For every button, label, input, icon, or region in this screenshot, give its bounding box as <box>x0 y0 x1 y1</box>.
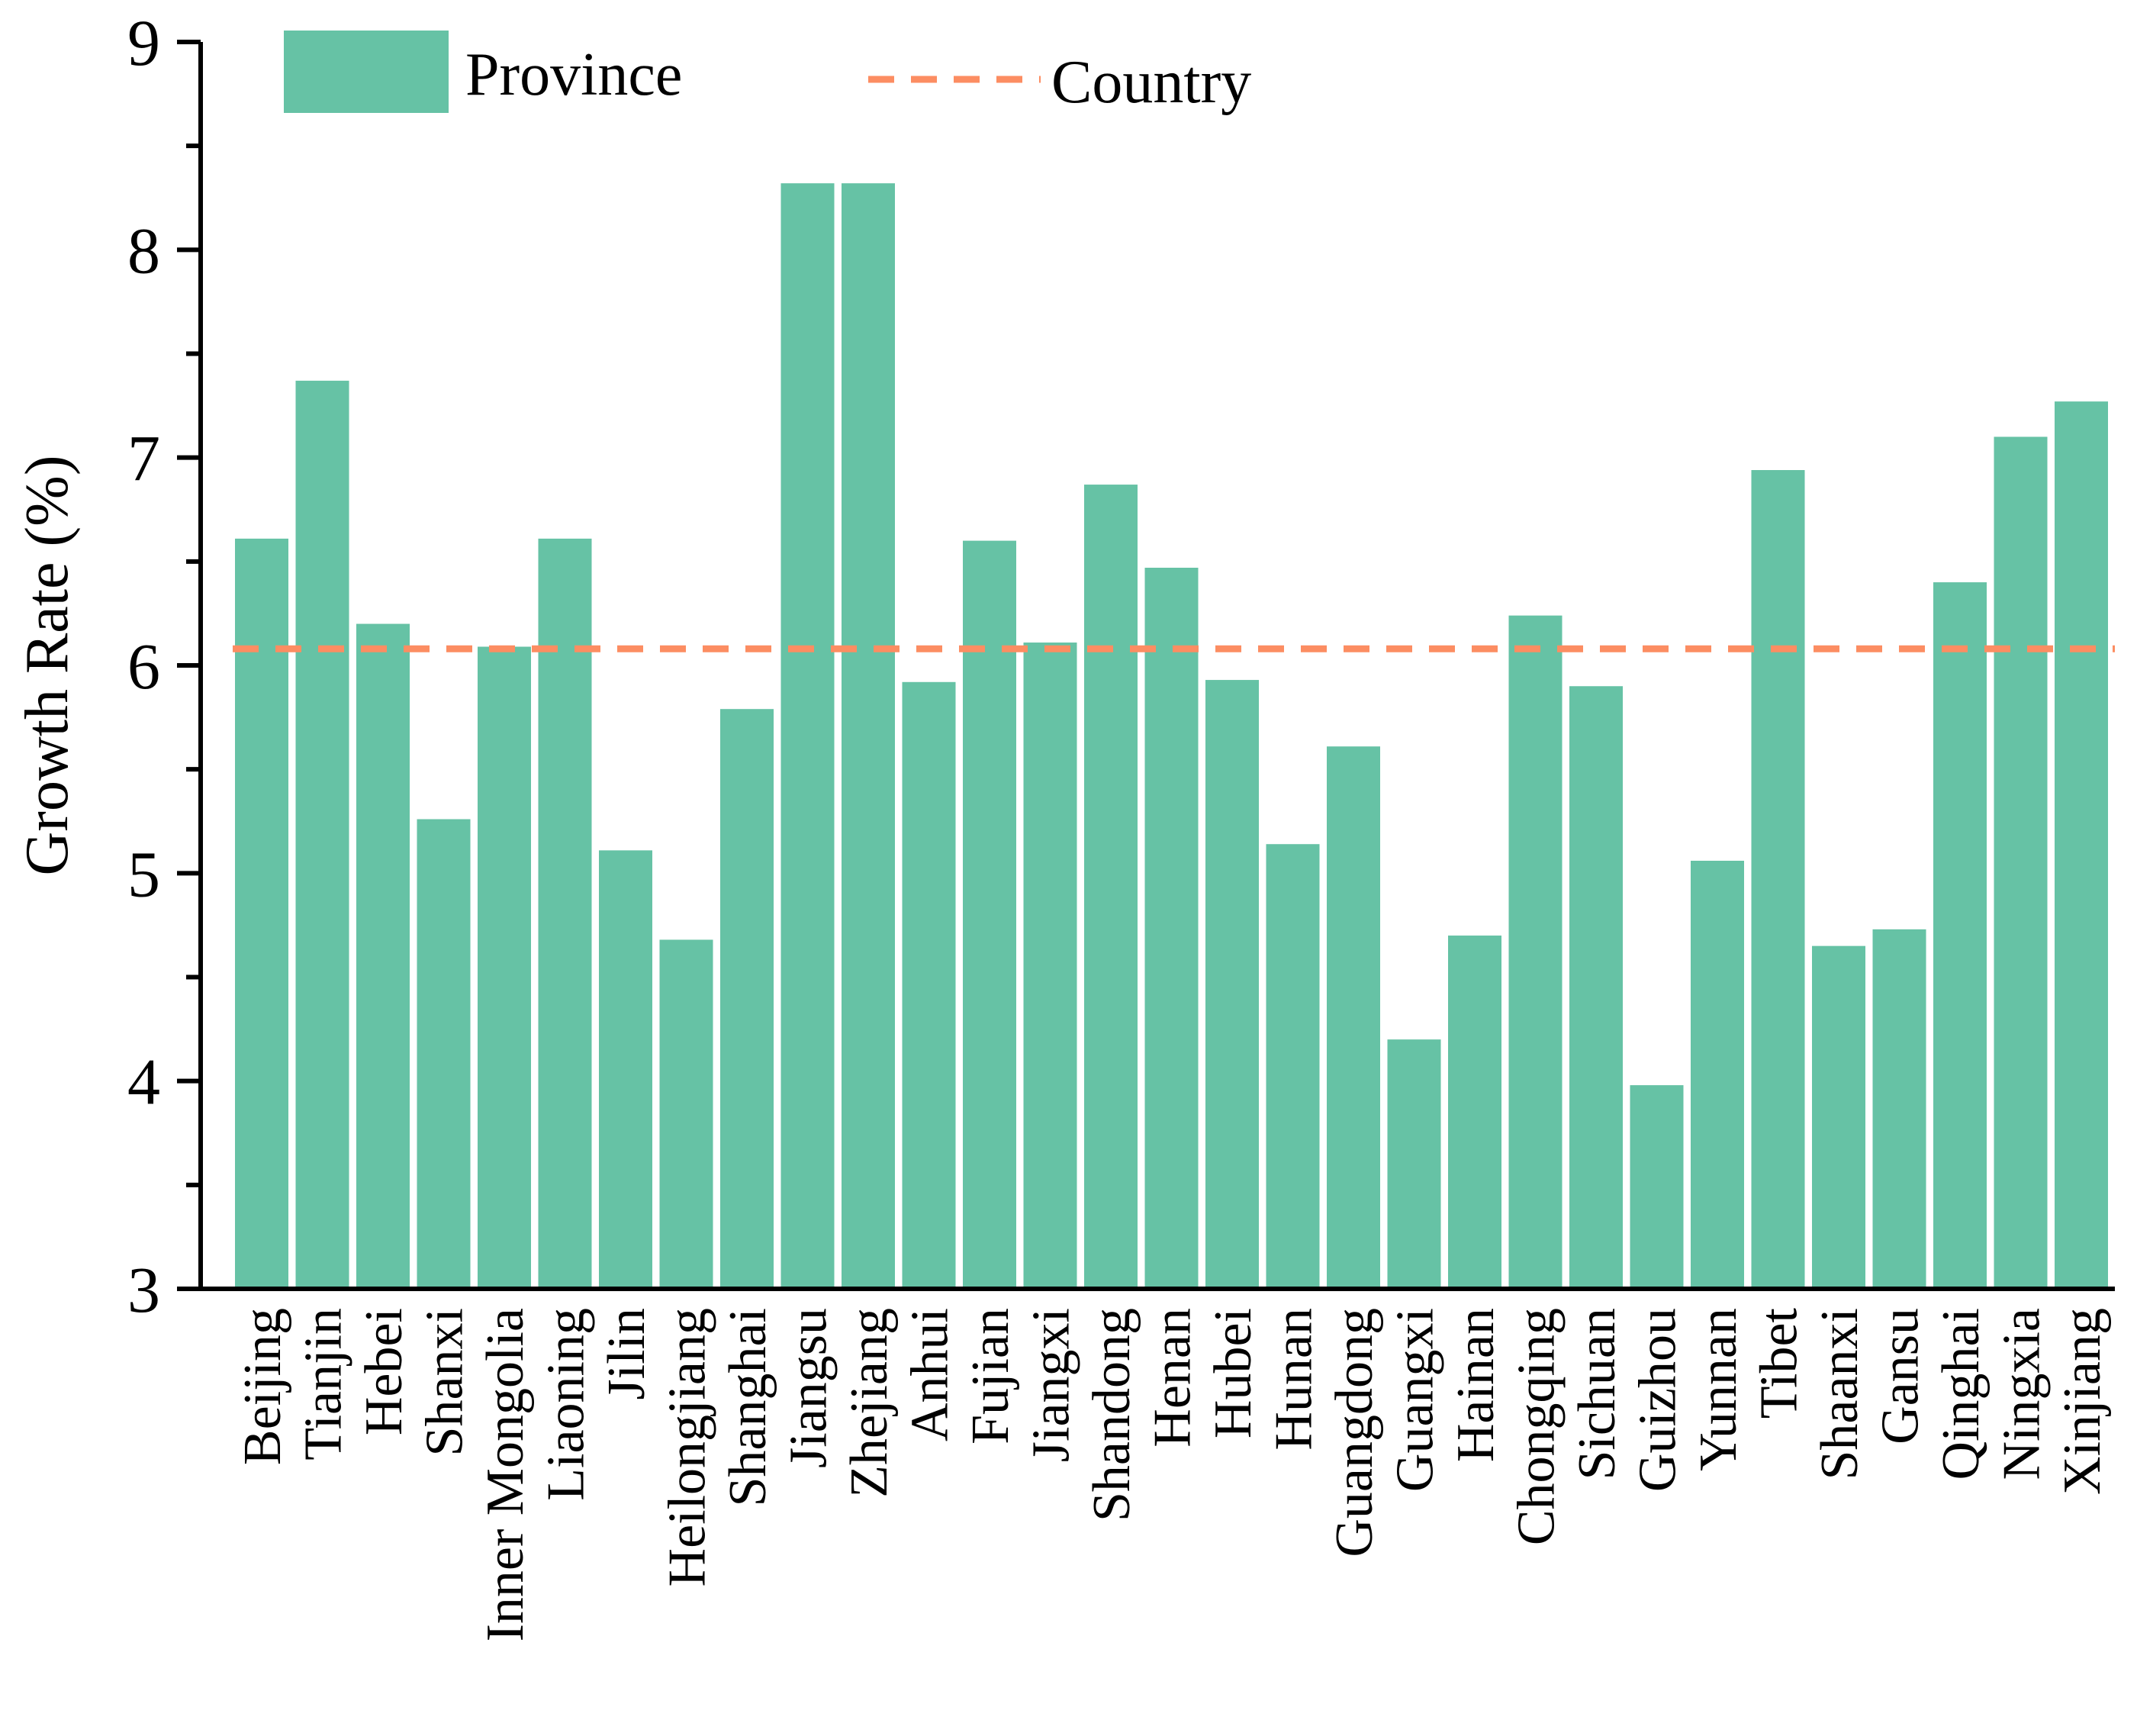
x-tick-label: Yunnan <box>1689 1308 1748 1471</box>
bar-beijing <box>235 538 288 1289</box>
bar-zhejiang <box>842 183 895 1290</box>
bar-chongqing <box>1508 615 1563 1289</box>
x-tick-label: Hubei <box>1204 1308 1263 1438</box>
bar-liaoning <box>538 538 592 1289</box>
legend-province-swatch <box>284 31 449 113</box>
bar-hebei <box>356 623 410 1289</box>
x-tick-label: Beijing <box>233 1308 292 1465</box>
legend-province-label: Province <box>465 41 682 108</box>
bar-shanghai <box>720 709 774 1289</box>
y-tick-label: 8 <box>127 214 160 287</box>
y-tick-label: 9 <box>127 6 160 79</box>
x-labels-group: Beijing Tianjin Hebei Shanxi Inner Mongolia L… <box>233 1307 2112 1641</box>
bar-henan <box>1144 568 1199 1289</box>
bar-shanxi <box>417 819 471 1289</box>
bar-gansu <box>1872 929 1926 1289</box>
x-tick-label: Shanghai <box>719 1308 777 1507</box>
x-tick-label: Xinjiang <box>2053 1308 2112 1495</box>
bar-shaanxi <box>1812 945 1865 1289</box>
x-tick-label: Jilin <box>597 1308 656 1400</box>
x-tick-label: Guizhou <box>1629 1308 1688 1492</box>
x-tick-label: Guangdong <box>1325 1308 1384 1557</box>
y-tick-label: 6 <box>127 630 160 703</box>
bars-group <box>235 183 2108 1290</box>
y-tick-label: 3 <box>127 1253 160 1326</box>
x-tick-label: Inner Mongolia <box>476 1308 535 1641</box>
bar-tibet <box>1751 470 1805 1290</box>
y-tick-label: 7 <box>127 422 160 495</box>
bar-guangdong <box>1327 746 1380 1289</box>
legend: Province Country <box>284 31 1251 116</box>
x-tick-label: Heilongjiang <box>658 1308 717 1586</box>
x-tick-label: Shaanxi <box>1810 1308 1869 1480</box>
x-tick-label: Hainan <box>1447 1308 1505 1462</box>
x-tick-label: Liaoning <box>537 1308 596 1501</box>
bar-shandong <box>1084 485 1138 1289</box>
bar-guizhou <box>1630 1085 1684 1289</box>
x-tick-label: Fujian <box>961 1308 1020 1445</box>
bar-jilin <box>599 850 652 1289</box>
y-tick-label: 5 <box>127 837 160 910</box>
x-tick-label: Gansu <box>1871 1308 1930 1445</box>
x-tick-label: Tianjin <box>294 1308 353 1461</box>
bar-heilongjiang <box>659 939 713 1289</box>
x-tick-label: Chongqing <box>1508 1308 1566 1545</box>
bar-hainan <box>1448 936 1501 1289</box>
bar-xinjiang <box>2055 401 2108 1289</box>
bar-qinghai <box>1933 582 1987 1289</box>
bar-yunnan <box>1691 860 1744 1289</box>
x-tick-label: Ningxia <box>1993 1308 2052 1480</box>
x-tick-label: Anhui <box>901 1308 960 1441</box>
bar-ningxia <box>1994 436 2048 1289</box>
x-tick-label: Henan <box>1144 1308 1202 1448</box>
bar-guangxi <box>1387 1039 1441 1289</box>
bar-hunan <box>1266 844 1320 1289</box>
bar-jiangsu <box>780 183 835 1290</box>
x-tick-label: Sichuan <box>1568 1308 1627 1480</box>
x-tick-label: Jiangxi <box>1022 1308 1081 1462</box>
x-tick-label: Qinghai <box>1932 1308 1991 1480</box>
y-tick-label: 4 <box>127 1045 160 1119</box>
bar-tianjin <box>295 380 349 1289</box>
x-tick-label: Zhejiang <box>840 1308 899 1498</box>
x-tick-label: Shandong <box>1083 1308 1141 1522</box>
bar-sichuan <box>1569 686 1623 1289</box>
bar-hubei <box>1205 680 1259 1289</box>
bar-anhui <box>902 681 956 1289</box>
x-tick-label: Shanxi <box>416 1308 475 1456</box>
bar-fujian <box>963 540 1016 1289</box>
y-ticks-group: 3 4 5 6 7 8 9 <box>127 6 201 1326</box>
bar-jiangxi <box>1023 643 1077 1289</box>
bar-inner-mongolia <box>478 646 531 1289</box>
x-tick-label: Hunan <box>1265 1308 1324 1451</box>
x-tick-label: Guangxi <box>1386 1308 1445 1492</box>
y-axis-label: Growth Rate (%) <box>14 456 81 876</box>
x-tick-label: Hebei <box>355 1308 414 1435</box>
x-tick-label: Jiangsu <box>780 1308 838 1468</box>
legend-country-label: Country <box>1051 49 1251 116</box>
x-tick-label: Tibet <box>1750 1307 1809 1419</box>
